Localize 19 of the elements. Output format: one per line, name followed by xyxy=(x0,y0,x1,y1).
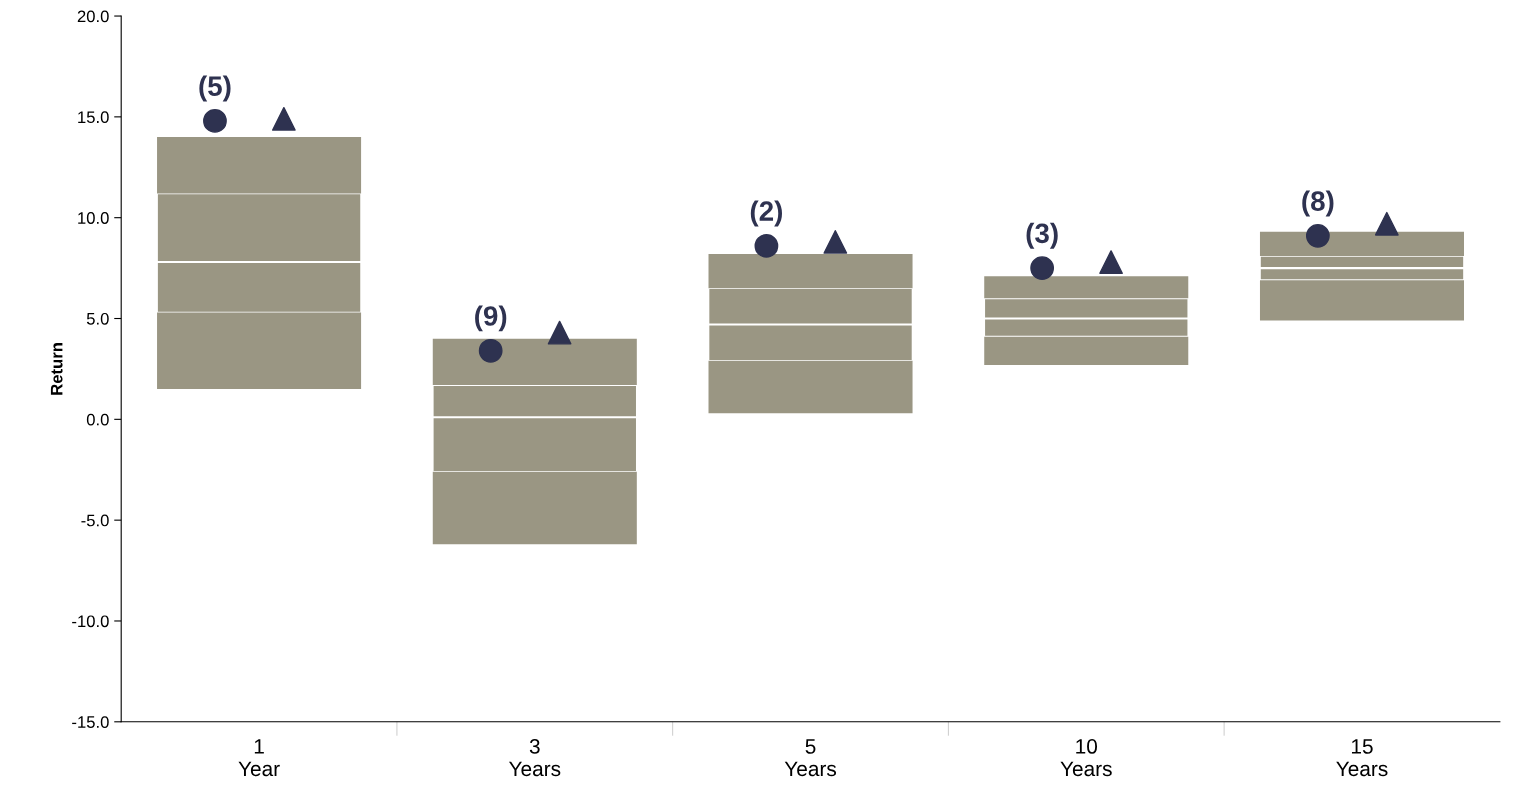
x-tick-label: 3 Years xyxy=(508,739,561,777)
annotation: (5) xyxy=(199,75,231,102)
y-tick-label: 15.0 xyxy=(78,111,109,124)
annotation: (9) xyxy=(475,305,507,332)
annotation: (8) xyxy=(1302,190,1334,217)
y-tick-label: -15.0 xyxy=(72,716,109,728)
x-tick-label: 10 Years xyxy=(1060,739,1112,777)
x-tick-label: 15 Years xyxy=(1336,739,1388,777)
y-axis-title: Return xyxy=(50,343,63,395)
x-tick-label: 5 Years xyxy=(784,739,837,777)
y-tick-label: 20.0 xyxy=(77,10,109,23)
y-tick-label: 10.0 xyxy=(78,212,109,224)
y-tick-label: 5.0 xyxy=(86,312,109,325)
y-tick-label: -10.0 xyxy=(72,615,109,628)
x-tick-label: 1 Year xyxy=(238,739,280,777)
annotation: (3) xyxy=(1026,222,1058,249)
y-tick-label: 0.0 xyxy=(86,413,109,426)
annotation: (2) xyxy=(750,200,782,227)
y-tick-label: -5.0 xyxy=(81,514,109,527)
